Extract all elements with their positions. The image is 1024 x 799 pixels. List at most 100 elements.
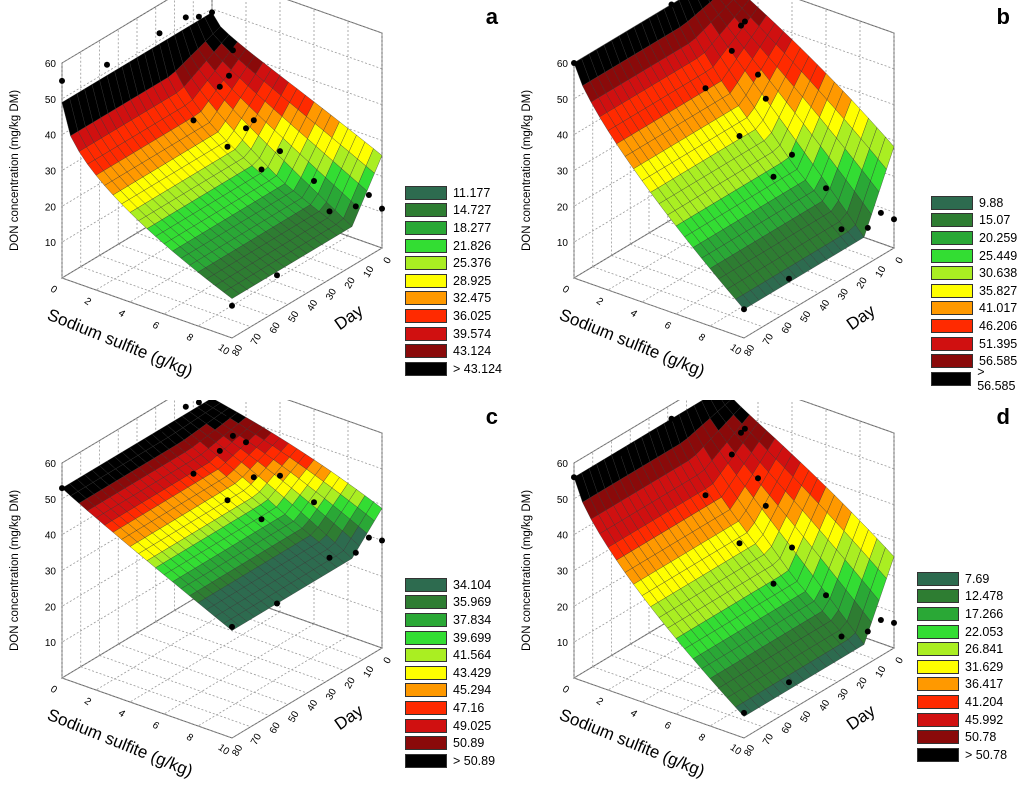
x-tick-label: 2 [594, 696, 605, 708]
x-tick-label: 10 [728, 342, 744, 358]
y-tick-label: 70 [761, 332, 776, 348]
panel-label: a [485, 4, 498, 29]
legend-label: 11.177 [453, 185, 491, 200]
legend-label: 12.478 [965, 589, 1004, 604]
data-point [770, 173, 777, 180]
legend-label: 41.564 [453, 648, 492, 663]
y-tick-label: 70 [761, 732, 776, 748]
response-surface [61, 12, 383, 299]
grid-line [61, 587, 213, 679]
data-point [156, 30, 163, 37]
z-tick-label: 40 [45, 131, 57, 142]
response-surface [573, 400, 895, 717]
data-point [258, 516, 265, 523]
x-tick-label: 8 [696, 332, 707, 344]
legend-item: > 43.124 [405, 360, 502, 378]
data-points [571, 415, 897, 716]
data-point [762, 502, 769, 509]
data-point [741, 425, 748, 432]
grid-line [163, 623, 315, 715]
data-point [216, 447, 223, 454]
legend-item: 35.827 [931, 282, 1024, 300]
panel-a: 10 20 30 40 50 60 0 2 4 6 8 10 0 10 20 30 40 50 60 70 80 DON … [0, 0, 512, 399]
legend-swatch [405, 291, 447, 306]
legend-label: 30.638 [979, 266, 1018, 281]
y-tick-label: 10 [362, 264, 377, 280]
data-point [736, 540, 743, 547]
data-point [616, 450, 622, 457]
legend-label: 31.629 [965, 659, 1004, 674]
data-point [877, 617, 884, 623]
data-point [326, 554, 333, 561]
legend-label: > 50.89 [453, 753, 496, 768]
legend-swatch [931, 266, 973, 281]
data-point [838, 226, 845, 233]
legend-swatch [931, 371, 972, 386]
legend-swatch [405, 326, 447, 341]
y-tick-label: 80 [742, 743, 757, 759]
y-tick-label: 40 [817, 698, 832, 714]
legend-item: 35.969 [405, 594, 495, 612]
data-point [702, 85, 709, 92]
y-tick-label: 20 [343, 275, 358, 291]
data-points [59, 9, 385, 309]
z-tick-label: 50 [45, 495, 57, 506]
legend-label: 41.017 [979, 301, 1018, 316]
legend-swatch [917, 694, 959, 709]
data-point [224, 497, 231, 504]
y-tick-label: 80 [230, 343, 245, 359]
data-point [738, 429, 744, 436]
z-tick-label: 10 [45, 638, 57, 649]
legend-swatch [917, 659, 959, 674]
legend-swatch [917, 642, 959, 657]
legend-swatch [931, 195, 973, 210]
legend-item: 21.826 [405, 237, 502, 255]
data-point [182, 403, 189, 410]
legend-label: 35.827 [979, 283, 1018, 298]
legend-swatch [917, 730, 959, 745]
legend-label: > 56.585 [977, 364, 1016, 393]
legend-item: 36.417 [917, 676, 1007, 694]
legend-label: 39.574 [453, 326, 492, 341]
x-tick-label: 0 [560, 284, 571, 296]
legend-item: 51.395 [931, 335, 1024, 353]
legend-label: 21.826 [453, 238, 492, 253]
legend-swatch [405, 220, 447, 235]
surface-plot: 102030405060024681001020304050607080DON … [9, 400, 394, 781]
legend-label: 14.727 [453, 203, 492, 218]
data-point [250, 117, 257, 124]
data-point [738, 22, 744, 29]
legend-item: 43.429 [405, 664, 495, 682]
data-points [571, 1, 897, 313]
legend-swatch [931, 213, 973, 228]
z-tick-label: 20 [557, 202, 569, 213]
data-point [104, 61, 110, 68]
z-tick-label: 20 [45, 202, 57, 213]
x-tick-label: 8 [184, 332, 195, 344]
data-point [616, 43, 622, 50]
y-tick-label: 50 [799, 309, 814, 325]
legend-swatch [917, 677, 959, 692]
x-tick-label: 0 [560, 684, 571, 696]
data-point [786, 679, 792, 686]
y-tick-label: 0 [894, 655, 907, 666]
grid-line [129, 611, 281, 703]
grid-line [197, 635, 349, 727]
z-tick-label: 60 [557, 459, 569, 470]
legend-item: 25.449 [931, 247, 1024, 265]
data-point [741, 306, 747, 313]
x-tick-label: 4 [628, 708, 639, 720]
y-tick-label: 70 [249, 732, 264, 748]
y-tick-label: 30 [324, 287, 339, 303]
legend-label: 26.841 [965, 642, 1004, 657]
grid-line [573, 400, 895, 464]
legend-item: 28.925 [405, 272, 502, 290]
legend-item: 41.204 [917, 693, 1007, 711]
data-point [243, 125, 249, 132]
legend-item: 12.478 [917, 588, 1007, 606]
data-point [789, 544, 795, 551]
legend-item: 7.69 [917, 570, 1007, 588]
data-point [59, 485, 65, 492]
data-point [258, 166, 265, 173]
legend-label: 46.206 [979, 318, 1018, 333]
